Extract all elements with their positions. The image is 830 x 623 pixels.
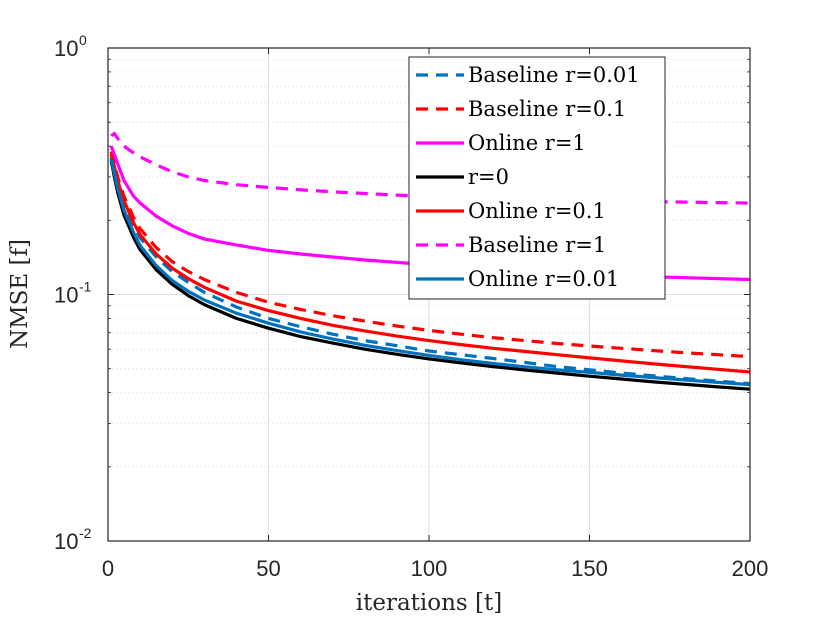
legend-entry-label: Online r=1 bbox=[468, 131, 586, 155]
legend: Baseline r=0.01 Baseline r=0.1 Online r=1 r… bbox=[408, 56, 666, 300]
axis-tick-labels: 10-210-110 00 50 100 150 200 bbox=[54, 32, 768, 581]
y-axis-label: NMSE [f] bbox=[7, 239, 33, 349]
y-tick-label-exponent: 0 bbox=[79, 32, 87, 48]
series-line-r-0 bbox=[109, 160, 751, 391]
legend-entry-label: r=0 bbox=[468, 165, 509, 189]
legend-entry-label: Baseline r=0.1 bbox=[468, 97, 626, 121]
series-line-baseline-r-0-01 bbox=[109, 157, 751, 386]
legend-entry-label: Online r=0.1 bbox=[468, 199, 606, 223]
series-line-online-r-0-1 bbox=[109, 153, 751, 374]
axis-ticks bbox=[107, 47, 751, 542]
x-tick-label: 0 bbox=[102, 556, 114, 581]
y-tick-label-exponent: -1 bbox=[79, 279, 92, 295]
x-tick-label: 150 bbox=[571, 556, 608, 581]
legend-entry-label: Online r=0.01 bbox=[468, 267, 619, 291]
legend-entry-label: Baseline r=0.01 bbox=[468, 63, 640, 87]
y-tick-label: 10 bbox=[54, 36, 78, 61]
y-tick-label: 10 bbox=[54, 283, 78, 308]
series-lines bbox=[109, 131, 751, 391]
y-tick-label-exponent: -2 bbox=[79, 525, 92, 541]
x-tick-label: 50 bbox=[256, 556, 280, 581]
legend-entry-label: Baseline r=1 bbox=[468, 233, 606, 257]
x-tick-label: 200 bbox=[732, 556, 769, 581]
x-tick-label: 100 bbox=[411, 556, 448, 581]
y-tick-label: 10 bbox=[54, 529, 78, 554]
x-axis-label: iterations [t] bbox=[356, 590, 502, 616]
series-line-online-r-0-01 bbox=[109, 158, 751, 387]
